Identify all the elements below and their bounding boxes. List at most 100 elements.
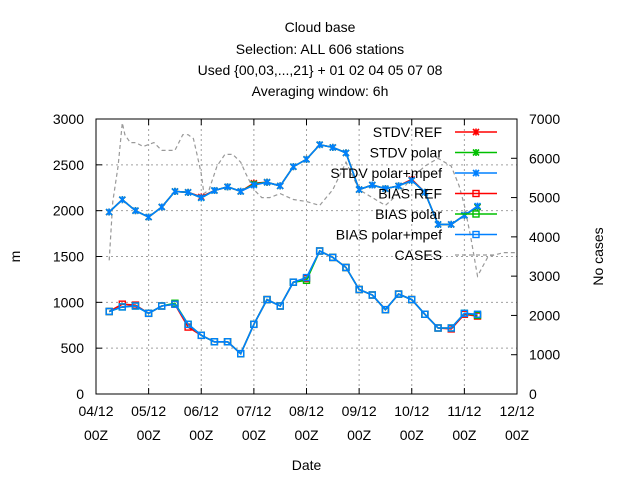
x-tick-label-date: 04/12 [78,403,113,419]
title-line-4: Averaging window: 6h [251,83,389,99]
data-point-stdv-polar-mpef [171,187,179,195]
x-tick-label-date: 05/12 [131,403,166,419]
data-point-bias-polar-mpef [302,273,311,282]
x-tick-label-hour: 00Z [294,427,319,443]
data-point-bias-polar-mpef [118,303,127,311]
data-point-stdv-polar-mpef [460,211,468,219]
series-bias-polar-mpef [105,247,482,358]
title-line-3: Used {00,03,...,21} + 01 02 04 05 07 08 [197,62,443,78]
title-line-2: Selection: ALL 606 stations [235,41,405,57]
data-point-stdv-polar-mpef [184,188,192,196]
data-point-stdv-polar-mpef [118,196,126,204]
data-point-stdv-polar-mpef [158,203,166,211]
data-point-stdv-polar-mpef [381,185,390,193]
data-point-stdv-polar-mpef [355,186,363,194]
legend-label: STDV polar [370,145,443,161]
y2-tick-label: 0 [529,386,537,402]
y-tick-label: 2000 [53,203,84,219]
y2-axis-label: No cases [590,227,606,285]
data-point-bias-polar-mpef [342,263,350,272]
legend-label: CASES [395,247,442,263]
x-axis-label: Date [292,457,322,473]
legend-label: STDV polar+mpef [330,165,442,181]
legend: STDV REF STDV polar STDV polar+mpef BIAS RE… [330,124,497,263]
data-point-bias-polar-mpef [276,302,284,310]
data-point-bias-polar-mpef [171,300,179,308]
series-layer [105,141,482,358]
y2-tick-label: 6000 [529,150,560,166]
y2-tick-label: 5000 [529,190,560,206]
data-point-stdv-polar-mpef [368,181,376,189]
series-cases [108,122,517,278]
legend-marker [472,148,480,157]
data-point-bias-polar-mpef [237,349,245,358]
data-point-stdv-polar-mpef [316,141,324,149]
data-point-bias-polar-mpef [394,290,403,298]
series-line-cases [108,122,517,278]
legend-marker [472,230,480,239]
x-tick-label-date: 12/12 [499,403,534,419]
y2-tick-label: 1000 [529,347,560,363]
axes: 0 500 1000 1500 2000 2500 3000 0 1000 2000 3000 400… [53,111,561,443]
data-point-bias-polar-mpef [447,324,455,332]
data-point-bias-polar-mpef [263,295,271,304]
x-tick-label-date: 09/12 [342,403,377,419]
data-point-bias-polar-mpef [329,253,337,262]
y-tick-label: 1000 [53,294,84,310]
grid [96,119,517,394]
x-tick-label-date: 10/12 [394,403,429,419]
legend-label: BIAS polar+mpef [336,227,442,243]
data-point-stdv-polar-mpef [421,188,429,196]
data-point-stdv-polar-mpef [447,220,455,228]
data-point-bias-polar-mpef [289,278,298,286]
legend-item-bias-polar: BIAS polar [375,206,497,222]
legend-item-stdv-polar-mpef: STDV polar+mpef [330,165,497,181]
data-point-bias-polar-mpef [368,291,376,299]
data-point-bias-polar-mpef [131,302,140,310]
y-tick-label: 1500 [53,249,84,265]
data-point-bias-polar-mpef [144,309,153,318]
data-point-stdv-polar-mpef [145,213,153,221]
data-point-stdv-polar-mpef [302,155,311,163]
x-tick-label-hour: 00Z [84,427,109,443]
y2-tick-label: 3000 [529,268,560,284]
data-point-stdv-polar-mpef [210,186,218,195]
data-point-bias-polar-mpef [315,247,324,255]
data-point-bias-polar-mpef [184,320,192,329]
data-point-bias-polar-mpef [158,302,166,310]
legend-item-cases: CASES [395,247,497,263]
x-tick-label-hour: 00Z [505,427,530,443]
x-tick-label-hour: 00Z [137,427,162,443]
legend-marker [472,210,480,218]
title-line-1: Cloud base [284,19,356,35]
data-point-stdv-polar-mpef [197,194,205,202]
y2-tick-label: 7000 [529,111,560,127]
data-point-stdv-polar-mpef [395,182,403,190]
legend-label: STDV REF [373,124,442,140]
data-point-stdv-polar-mpef [223,183,232,191]
cases-series-layer [108,122,517,278]
data-point-stdv-polar-mpef [408,176,416,184]
y-tick-label: 2500 [53,157,84,173]
legend-item-stdv-polar: STDV polar [370,145,497,161]
data-point-stdv-polar-mpef [473,202,482,210]
x-tick-label-hour: 00Z [242,427,267,443]
data-point-bias-polar-mpef [250,320,258,329]
x-tick-label-date: 08/12 [289,403,324,419]
data-point-bias-polar-mpef [460,309,469,318]
data-point-bias-polar-mpef [421,310,429,318]
data-point-stdv-polar-mpef [105,208,113,216]
data-point-bias-polar-mpef [105,307,113,316]
legend-label: BIAS polar [375,206,442,222]
x-tick-label-hour: 00Z [189,427,214,443]
data-point-stdv-polar-mpef [434,220,442,228]
legend-label: BIAS REF [378,186,442,202]
legend-item-bias-ref: BIAS REF [378,186,497,202]
y-tick-label: 500 [61,340,85,356]
x-tick-label-date: 07/12 [236,403,271,419]
data-point-bias-polar-mpef [223,338,232,346]
x-tick-label-hour: 00Z [452,427,477,443]
x-tick-label-date: 11/12 [447,403,481,419]
data-point-bias-polar-mpef [434,324,442,332]
